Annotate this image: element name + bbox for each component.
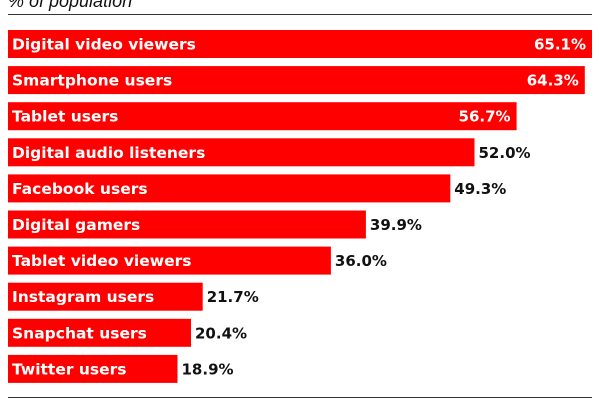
bar-5 [8,210,366,239]
value-label-1: 64.3% [527,72,579,90]
value-label-4: 49.3% [454,180,506,198]
value-label-5: 39.9% [370,216,422,234]
value-label-6: 36.0% [335,252,387,270]
bar-4 [8,174,451,203]
bar-8 [8,318,191,347]
value-label-2: 56.7% [459,108,511,126]
bar-0 [8,30,592,58]
bar-3 [8,138,475,167]
bar-label-4: Facebook users [12,180,148,198]
bar-label-7: Instagram users [12,288,154,306]
bar-2 [8,102,517,131]
bar-label-5: Digital gamers [12,216,140,234]
bar-1 [8,66,585,95]
value-label-0: 65.1% [534,36,586,54]
bar-label-3: Digital audio listeners [12,144,205,162]
chart-subtitle: % of population [8,0,133,11]
bar-label-8: Snapchat users [12,324,147,342]
bar-label-9: Twitter users [12,360,127,378]
value-label-9: 18.9% [182,360,234,378]
bar-label-0: Digital video viewers [12,36,196,54]
bar-label-6: Tablet video viewers [12,252,191,270]
value-label-3: 52.0% [479,144,531,162]
bar-label-1: Smartphone users [12,72,172,90]
bar-7 [8,282,203,311]
bar-label-2: Tablet users [12,108,118,126]
bar-6 [8,246,331,275]
bar-9 [8,354,178,383]
value-label-8: 20.4% [195,324,247,342]
value-label-7: 21.7% [207,288,259,306]
top-rule [8,14,592,15]
bars-group: Digital video viewers 65.1% Smartphone use… [8,30,592,383]
bottom-rule [8,397,592,398]
